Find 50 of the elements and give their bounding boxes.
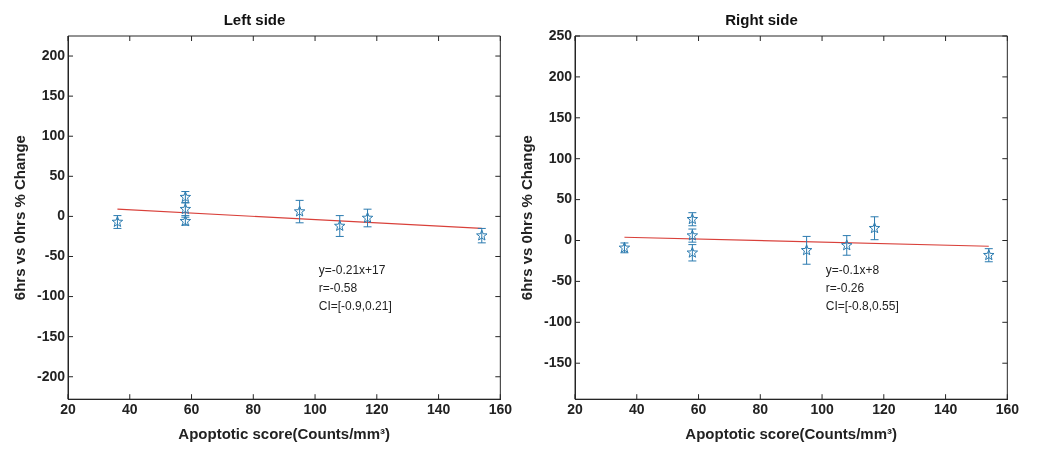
y-tick-label: 0 xyxy=(564,231,573,248)
chart-title: Left side xyxy=(223,11,286,29)
x-tick-label: 80 xyxy=(752,401,769,418)
x-tick-label: 40 xyxy=(121,401,138,418)
chart-title: Right side xyxy=(725,11,798,29)
annotation: r=-0.26 xyxy=(825,281,865,296)
y-tick-label: -50 xyxy=(44,247,66,264)
y-axis-title: 6hrs vs 0hrs % Change xyxy=(11,135,29,301)
x-tick-label: 20 xyxy=(60,401,77,418)
x-tick-label: 160 xyxy=(995,401,1020,418)
y-tick-label: -50 xyxy=(551,272,573,289)
x-axis-title: Apoptotic score(Counts/mm³) xyxy=(178,425,391,443)
x-tick-label: 120 xyxy=(872,401,896,418)
x-tick-label: 160 xyxy=(488,401,513,418)
y-tick-label: 150 xyxy=(548,108,573,125)
y-tick-label: 0 xyxy=(57,207,66,224)
x-tick-label: 60 xyxy=(183,401,200,418)
y-tick-label: 100 xyxy=(41,127,66,144)
y-tick-label: 50 xyxy=(49,167,66,184)
y-tick-label: 50 xyxy=(556,190,573,207)
x-tick-label: 80 xyxy=(245,401,262,418)
x-tick-label: 100 xyxy=(810,401,834,418)
annotation: r=-0.58 xyxy=(318,281,358,296)
x-tick-label: 140 xyxy=(933,401,958,418)
y-tick-label: 100 xyxy=(548,149,573,166)
y-tick-label: -150 xyxy=(543,354,573,371)
x-tick-label: 120 xyxy=(365,401,389,418)
annotation: CI=[-0.9,0.21] xyxy=(318,299,392,314)
y-tick-label: -200 xyxy=(36,367,66,384)
y-axis-title: 6hrs vs 0hrs % Change xyxy=(518,135,536,301)
annotation: y=-0.1x+8 xyxy=(825,263,880,278)
x-tick-label: 40 xyxy=(628,401,645,418)
point xyxy=(841,239,853,251)
y-tick-label: -150 xyxy=(36,327,66,344)
x-tick-label: 20 xyxy=(567,401,584,418)
y-tick-label: 150 xyxy=(41,86,66,103)
x-axis-title: Apoptotic score(Counts/mm³) xyxy=(685,425,898,443)
annotation: y=-0.21x+17 xyxy=(318,263,386,278)
x-tick-label: 60 xyxy=(690,401,707,418)
y-tick-label: -100 xyxy=(36,287,66,304)
y-tick-label: 250 xyxy=(548,26,573,43)
point xyxy=(868,222,881,234)
point xyxy=(686,246,699,258)
y-tick-label: -100 xyxy=(543,313,573,330)
y-tick-label: 200 xyxy=(41,46,66,63)
y-tick-label: 200 xyxy=(548,67,573,84)
annotation: CI=[-0.8,0.55] xyxy=(825,299,899,314)
x-tick-label: 100 xyxy=(303,401,327,418)
x-tick-label: 140 xyxy=(426,401,451,418)
point xyxy=(800,244,813,256)
